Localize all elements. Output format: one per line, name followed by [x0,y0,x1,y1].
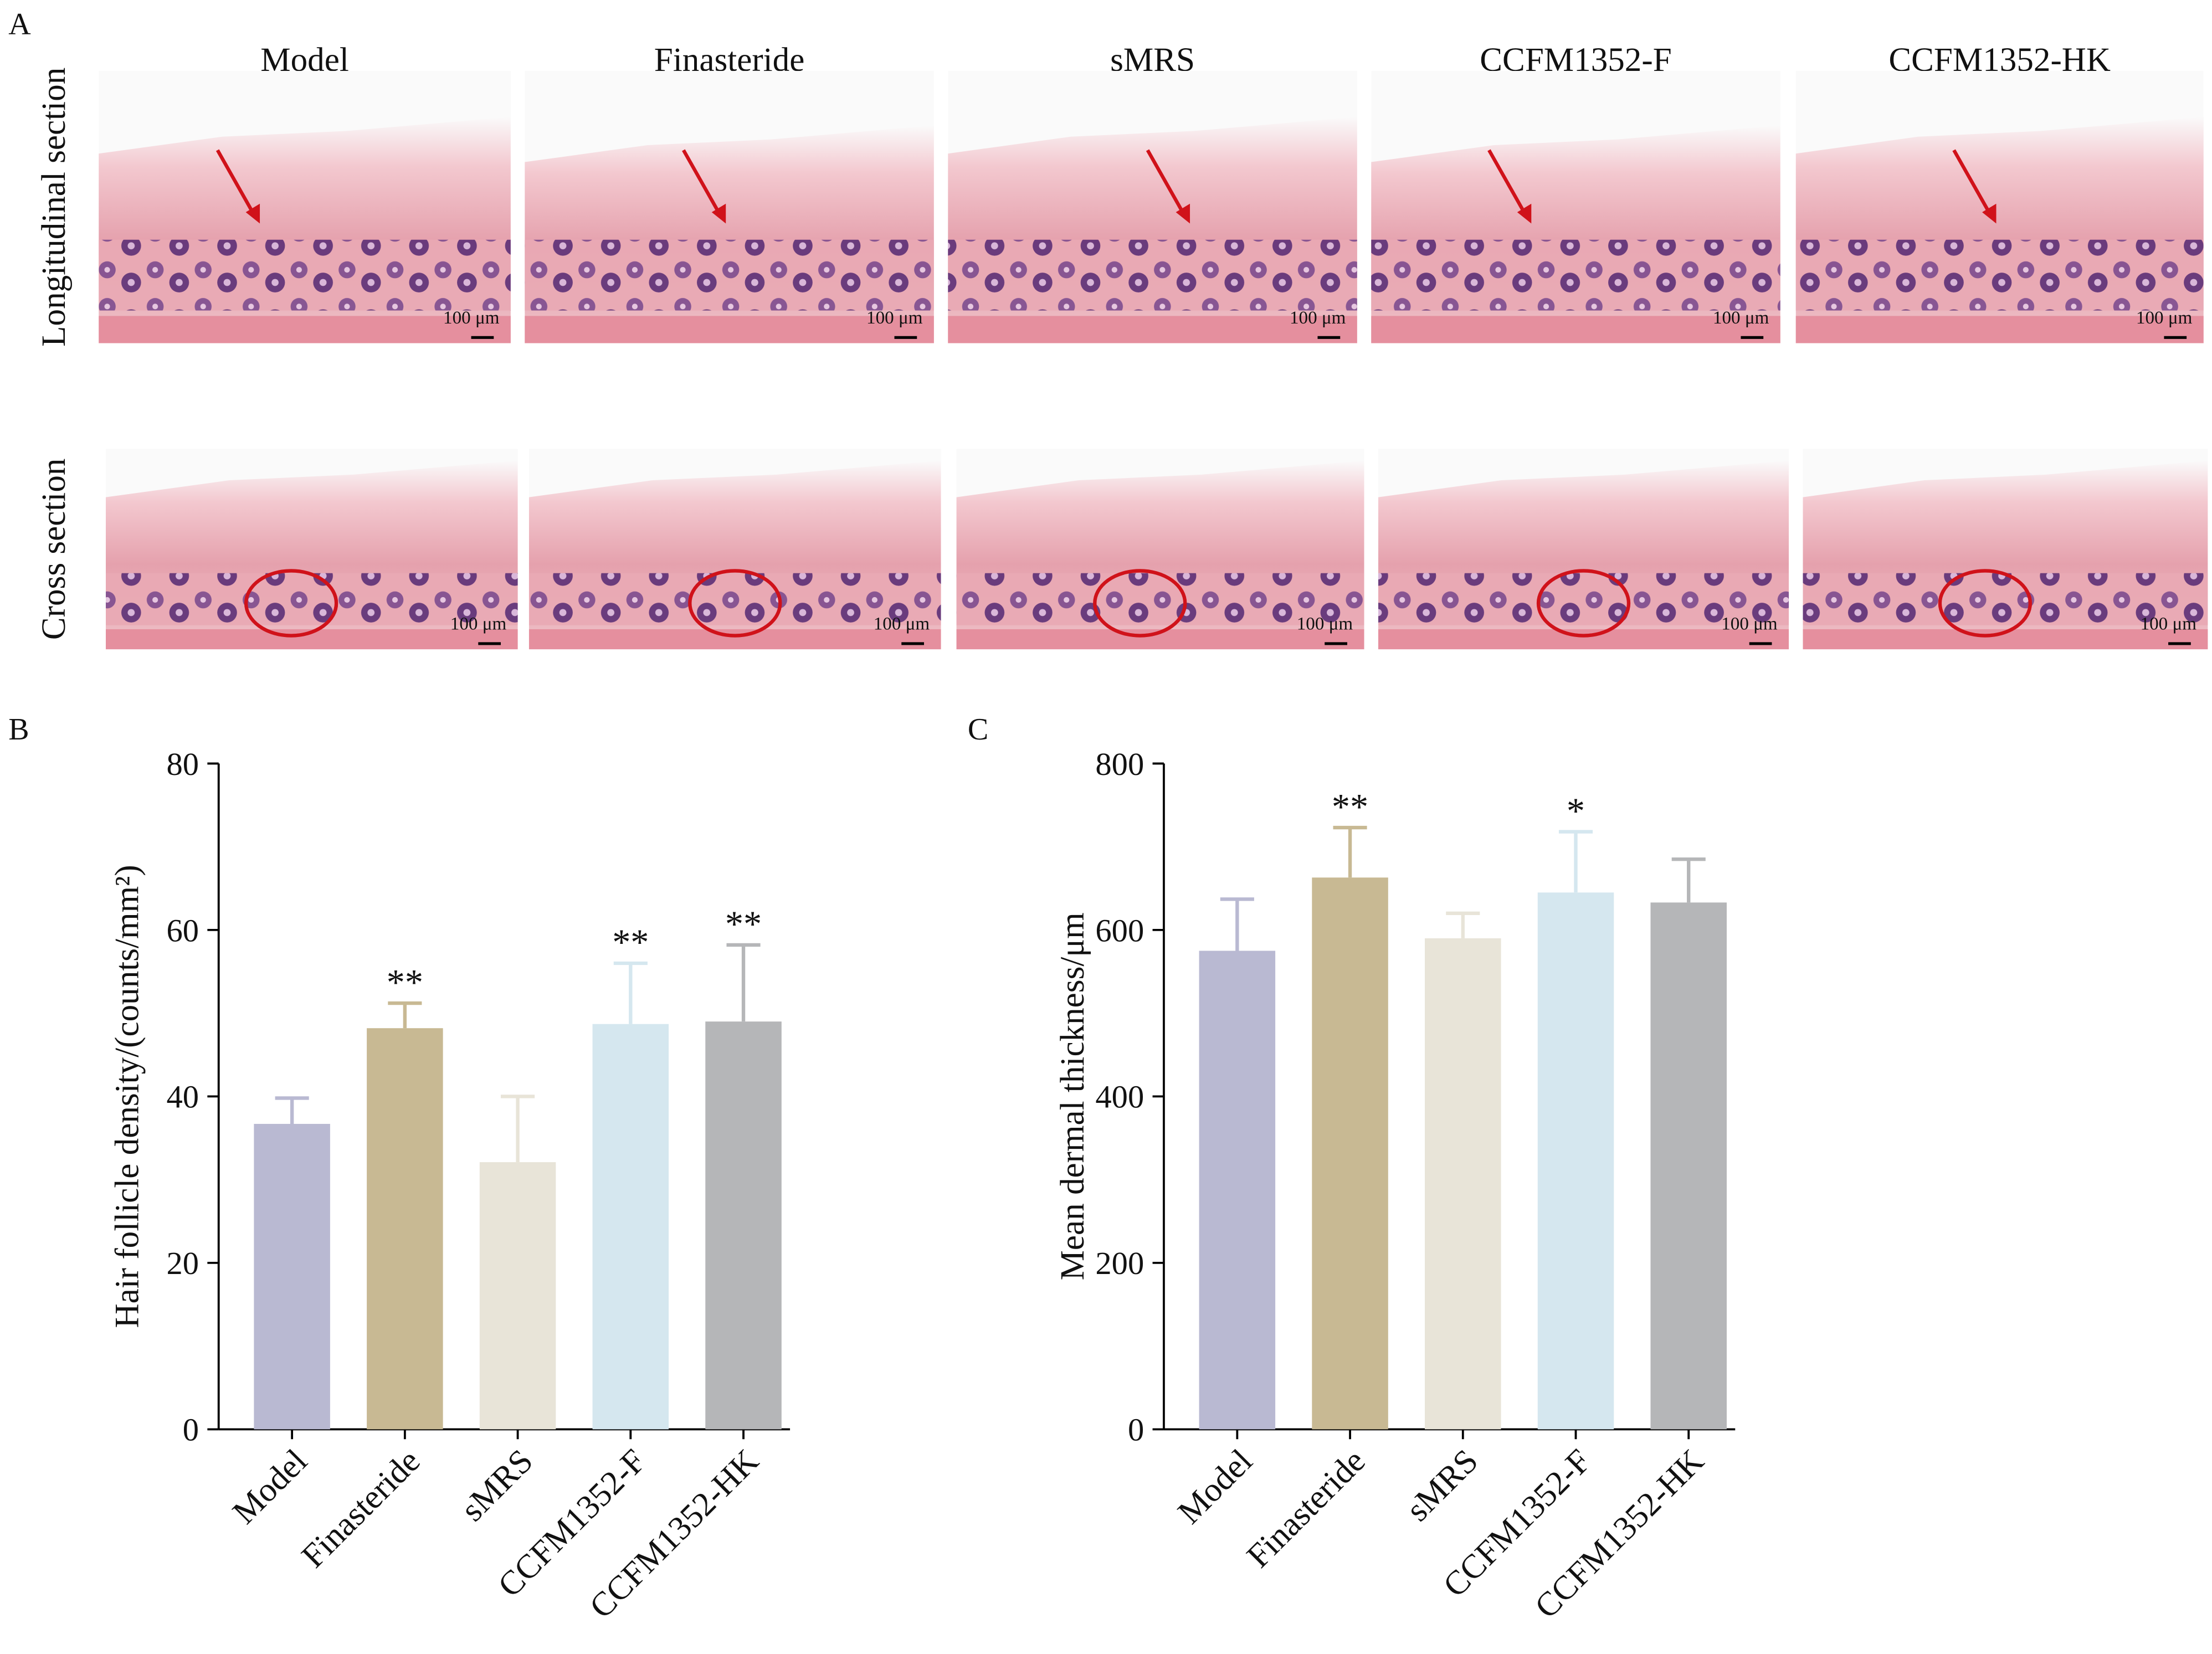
significance: ** [612,923,649,963]
muscle-layer [1795,316,2204,343]
muscle-layer [1378,629,1789,650]
circle-marker [244,569,338,638]
arrow-head [1517,203,1532,224]
x-tick-label: Model [225,1442,314,1531]
x-tick-label: Finasteride [295,1442,427,1575]
y-tick-label: 0 [1128,1412,1144,1448]
bar [479,1162,556,1430]
y-tick-label: 20 [167,1245,199,1281]
y-tick-label: 400 [1095,1079,1144,1115]
scale-bar-label: 100 μm [1721,614,1778,634]
row-label: Cross section [35,459,73,640]
bar [254,1123,330,1430]
circle-marker [1093,569,1187,638]
x-tick-label: sMRS [1399,1442,1485,1528]
follicle-band [528,573,941,625]
follicle-band [99,239,511,311]
y-tick-label: 80 [167,746,199,782]
y-tick-label: 60 [167,912,199,948]
x-tick-label: Model [1171,1442,1260,1531]
scale-bar-label: 100 μm [2141,614,2197,634]
bar [705,1021,782,1430]
x-tick-label: sMRS [454,1442,540,1528]
arrow-head [245,203,260,224]
y-axis-label: Mean dermal thickness/μm [1054,912,1091,1280]
y-tick-label: 800 [1095,746,1144,782]
significance: ** [725,905,762,945]
arrow [682,149,722,216]
follicle-band [1795,239,2204,311]
follicle-band [1378,573,1789,625]
y-tick-label: 40 [167,1079,199,1115]
row-label: Longitudinal section [35,68,73,347]
follicle-band [1803,573,2208,625]
scale-bar-label: 100 μm [874,614,930,634]
arrow [1146,149,1186,216]
x-tick-label: Finasteride [1240,1442,1372,1575]
significance: * [1567,791,1585,831]
arrow [215,149,256,216]
follicle-band [105,573,518,625]
circle-marker [1536,569,1631,638]
bar [592,1024,669,1430]
scale-bar-label: 100 μm [1290,308,1346,328]
significance: ** [387,963,423,1003]
y-tick-label: 0 [183,1412,199,1448]
follicle-band [1371,239,1780,311]
circle-marker [688,569,782,638]
panel-label: B [8,712,29,747]
panel-label: A [8,7,31,42]
bar [1312,877,1388,1430]
scale-bar-label: 100 μm [443,308,500,328]
bar [1537,892,1614,1430]
y-tick-label: 600 [1095,912,1144,948]
bar [1650,902,1727,1430]
muscle-layer [1371,316,1780,343]
muscle-layer [99,316,511,343]
circle-marker [1938,569,2033,638]
scale-bar-label: 100 μm [2136,308,2193,328]
muscle-layer [525,316,934,343]
scale-bar-label: 100 μm [1297,614,1353,634]
y-axis-label: Hair follicle density/(counts/mm²) [109,865,146,1328]
follicle-band [956,573,1364,625]
scale-bar-label: 100 μm [450,614,507,634]
follicle-band [525,239,934,311]
bar [1425,938,1501,1430]
scale-bar-label: 100 μm [1713,308,1769,328]
muscle-layer [528,629,941,650]
arrow-head [1982,203,1997,224]
arrow [1487,149,1527,216]
bar [367,1028,443,1430]
arrow [1952,149,1993,216]
muscle-layer [948,316,1357,343]
arrow-head [1176,203,1190,224]
follicle-band [948,239,1357,311]
bar [1199,951,1276,1430]
significance: ** [1332,787,1368,828]
y-tick-label: 200 [1095,1245,1144,1281]
panel-label: C [968,712,988,747]
arrow-head [711,203,726,224]
scale-bar-label: 100 μm [866,308,923,328]
